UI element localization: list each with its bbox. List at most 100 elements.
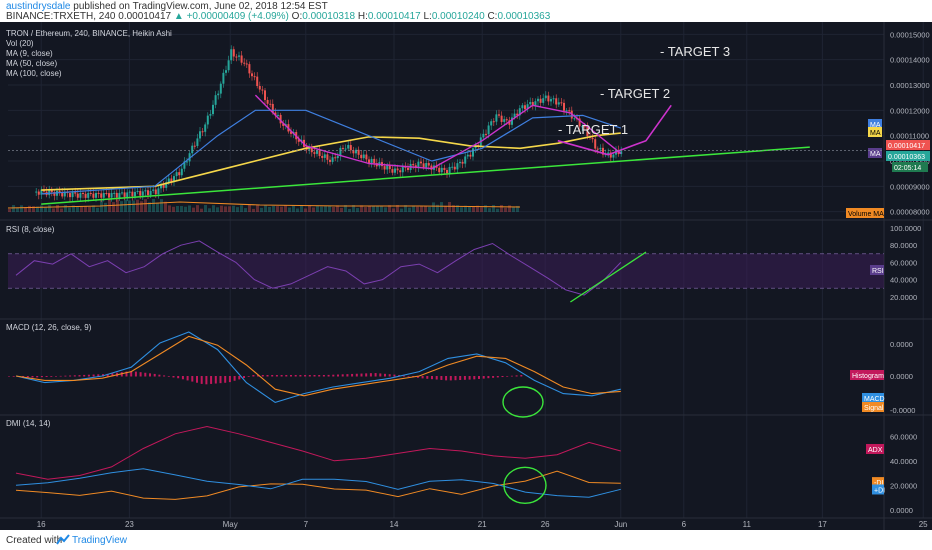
ohlc-line: BINANCE:TRXETH, 240 0.00010417 ▲ +0.0000… [6, 11, 550, 22]
candle-body [209, 114, 212, 116]
macd-badge: Signal [864, 405, 884, 412]
candle-body [139, 190, 142, 196]
candle-body [357, 149, 360, 155]
volume-bar [332, 206, 335, 212]
histogram-bar [337, 374, 339, 377]
candle-body [167, 178, 170, 183]
volume-bar [348, 208, 351, 212]
volume-bar [388, 205, 391, 212]
dmi-badge-bg [872, 484, 884, 495]
volume-bar [428, 206, 431, 212]
target-annotation: - TARGET 1 [558, 122, 628, 137]
volume-bar [504, 207, 507, 212]
candle-body [152, 189, 155, 191]
time-tick-label: 16 [37, 520, 46, 529]
candle-body [170, 178, 173, 182]
candle-body [485, 133, 487, 135]
candle-body [248, 64, 251, 74]
dmi-badge: +DI [874, 487, 885, 494]
ma50-badge-bg [868, 119, 882, 129]
rsi-band [8, 253, 884, 289]
candle-body [612, 154, 615, 158]
candle-body [513, 113, 516, 118]
volume-bar [168, 205, 171, 212]
up-arrow-icon: ▲ [173, 11, 184, 22]
histogram-bar [388, 374, 391, 377]
histogram-bar [384, 373, 386, 377]
candle-body [534, 101, 537, 107]
tradingview-brand[interactable]: TradingView [72, 535, 128, 546]
candle-body [126, 192, 129, 197]
histogram-bar [257, 375, 260, 377]
candle-body [227, 60, 230, 71]
time-tick-label: 26 [541, 520, 550, 529]
candle-body [407, 167, 409, 170]
candle-body [336, 156, 339, 159]
histogram-bar [243, 376, 245, 379]
histogram-bar [45, 376, 48, 377]
histogram-bar [322, 375, 325, 377]
candle-body [547, 95, 550, 102]
volume-bar [48, 205, 51, 212]
histogram-bar [506, 376, 509, 377]
time-tick-label: 11 [743, 520, 752, 529]
volume-bar [208, 208, 211, 212]
volume-bar [344, 205, 347, 212]
ma50-line [41, 109, 621, 195]
histogram-bar [177, 376, 180, 379]
histogram-bar [83, 374, 86, 377]
candle-body [310, 146, 313, 153]
histogram-bar [478, 376, 480, 379]
volume-bar [260, 207, 263, 212]
histogram-bar [247, 376, 250, 377]
candle-body [61, 192, 64, 197]
time-tick-label: May [223, 520, 238, 529]
candle-body [282, 123, 285, 126]
candle-body [531, 102, 534, 107]
histogram-bar [454, 376, 457, 381]
candle-body [63, 191, 66, 197]
chart-canvas[interactable]: 0.00015000 0.00014000 0.00013000 0.00012000… [0, 22, 932, 530]
target-annotation: - TARGET 3 [660, 44, 730, 59]
volume-bar [484, 205, 487, 212]
candle-body [108, 193, 110, 198]
chart-texts: TRON / Ethereum, 240, BINANCE, Heikin As… [6, 29, 730, 137]
volume-bar [204, 205, 207, 212]
candle-body [347, 145, 350, 149]
candle-body [290, 131, 292, 134]
candle-body [344, 148, 347, 150]
price-axis[interactable]: 0.00015000 0.00014000 0.00013000 0.00012000… [846, 30, 930, 218]
rsi-title: RSI (8, close) [6, 225, 55, 234]
candle-body [466, 154, 469, 157]
volume-bar [16, 207, 19, 212]
candle-body [313, 152, 316, 154]
histogram-bar [172, 376, 175, 378]
candle-body [453, 166, 456, 170]
histogram-bar [228, 376, 231, 383]
candle-body [199, 131, 201, 139]
candle-body [438, 167, 441, 173]
histogram-bar [482, 376, 485, 379]
ma9-line [254, 94, 622, 170]
legend-entry: MA (9, close) [6, 49, 53, 58]
candle-body [563, 102, 565, 111]
candle-body [128, 191, 131, 193]
price-tick-label: 0.00009000 [890, 182, 930, 191]
macd-tick-label: -0.0000 [890, 406, 915, 415]
author-name[interactable]: austindrysdale [6, 1, 71, 12]
histogram-bar [26, 376, 29, 378]
volume-bar [132, 200, 135, 212]
time-axis[interactable]: 1623May7142126Jun6111725Jul6 [37, 520, 932, 529]
candle-body [35, 191, 38, 193]
volume-bar [244, 208, 247, 212]
volume-bar [72, 205, 75, 212]
rsi-tick-label: 60.0000 [890, 258, 917, 267]
legend-entry: Vol (20) [6, 39, 34, 48]
dmi-tick-label: 60.0000 [890, 432, 917, 441]
volume-bar [60, 208, 63, 212]
candle-body [240, 55, 243, 63]
histogram-bar [106, 373, 109, 377]
volume-ma-line [7, 201, 521, 209]
dmi-tick-label: 40.0000 [890, 457, 917, 466]
price-tick-label: 0.00012000 [890, 106, 930, 115]
